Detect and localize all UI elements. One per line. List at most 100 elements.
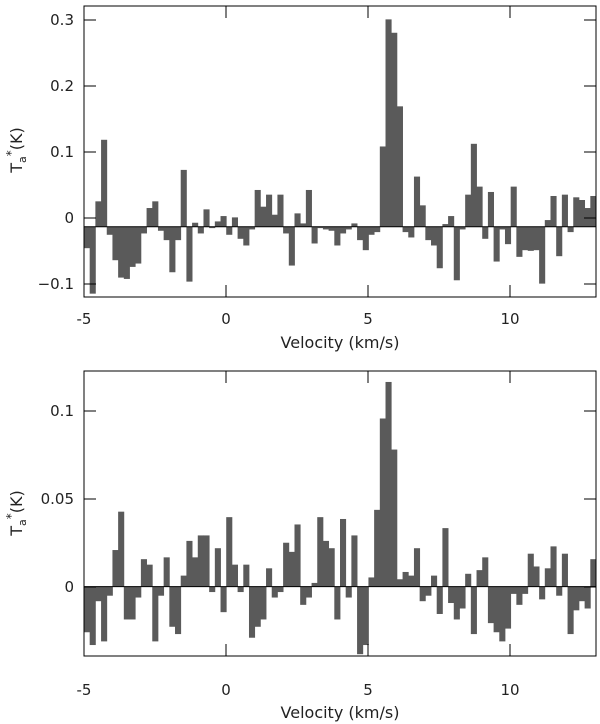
chart-bottom-bar: [345, 586, 352, 598]
chart-top-bar: [163, 226, 170, 241]
chart-top-y-ticks: [84, 19, 596, 285]
chart-top-bar: [226, 226, 233, 235]
chart-bottom-bar: [544, 568, 551, 587]
chart-bottom-bar: [459, 586, 466, 609]
chart-top-bar: [550, 195, 557, 227]
chart-top-x-axis-label: Velocity (km/s): [281, 333, 400, 352]
chart-bottom-bar: [146, 564, 153, 587]
chart-bottom-frame: [83, 370, 597, 657]
chart-top-bar: [391, 32, 398, 227]
chart-bottom-bar: [351, 535, 358, 587]
chart-bottom-bar: [516, 586, 523, 605]
chart-bottom-bar: [106, 586, 113, 596]
chart-bottom-bar: [590, 559, 597, 587]
chart-top-bar: [106, 226, 113, 235]
chart-top-bar: [527, 226, 534, 251]
chart-top-bar: [112, 226, 119, 261]
chart-top-bar: [431, 226, 438, 246]
y-tick-label: 0.3: [50, 11, 74, 29]
chart-top: -5 0 5 10 −0.1 0 0.1 0.2 0.3 Velocity (k…: [4, 5, 597, 352]
chart-bottom-bar: [453, 586, 460, 620]
chart-bottom-bar: [362, 586, 369, 646]
chart-bottom-bar: [379, 418, 386, 587]
chart-bottom: -5 0 5 10 0 0.05 0.1 Velocity (km/s) Ta*…: [4, 370, 597, 722]
chart-top-bar: [260, 206, 267, 227]
chart-bottom-bar: [163, 557, 170, 587]
chart-top-bar: [220, 216, 227, 227]
chart-top-bars: [84, 19, 597, 294]
x-tick-label: 10: [500, 310, 519, 328]
chart-top-bar: [328, 226, 335, 231]
y-tick-label: 0.1: [50, 143, 74, 161]
chart-bottom-bar: [152, 586, 159, 642]
chart-top-bar: [152, 201, 159, 227]
chart-bottom-bar: [431, 575, 438, 587]
chart-bottom-bar: [334, 586, 341, 620]
chart-bottom-bar: [482, 557, 489, 587]
chart-bottom-bar: [578, 586, 586, 602]
y-tick-label: 0.05: [41, 490, 74, 508]
chart-bottom-bar: [522, 586, 529, 594]
chart-bottom-bar: [556, 586, 563, 596]
chart-top-bar: [504, 226, 512, 245]
chart-bottom-bar: [413, 548, 421, 587]
chart-bottom-bar: [533, 566, 540, 587]
chart-top-bar: [294, 213, 301, 227]
chart-top-bar: [567, 226, 574, 233]
chart-bottom-bar: [123, 586, 130, 620]
chart-bottom-bar: [493, 586, 500, 633]
chart-bottom-bar: [197, 535, 204, 587]
chart-bottom-bar: [419, 586, 426, 602]
chart-top-bar: [368, 226, 375, 235]
chart-top-bar: [186, 226, 193, 282]
chart-bottom-bar: [561, 553, 568, 587]
chart-bottom-bar: [402, 571, 409, 587]
chart-bottom-bar: [214, 548, 221, 587]
chart-bottom-bar: [425, 586, 432, 596]
chart-top-bar: [362, 226, 369, 251]
chart-top-bar: [448, 216, 455, 227]
chart-top-bar: [84, 226, 91, 249]
chart-top-bar: [197, 226, 204, 234]
chart-top-bar: [510, 186, 517, 227]
chart-top-bar: [408, 226, 415, 238]
x-tick-label: -5: [77, 681, 92, 699]
chart-bottom-bar: [487, 586, 494, 624]
chart-top-bar: [101, 139, 108, 227]
chart-bottom-bar: [510, 586, 517, 594]
chart-bottom-bar: [169, 586, 176, 627]
chart-bottom-bar: [243, 564, 250, 587]
chart-bottom-bar: [192, 557, 199, 587]
chart-top-bar: [180, 169, 187, 227]
chart-bottom-bar: [95, 586, 102, 602]
chart-bottom-x-tick-labels: -5 0 5 10: [77, 681, 520, 699]
x-tick-label: 5: [363, 310, 373, 328]
chart-top-bar: [123, 226, 130, 279]
chart-top-bar: [203, 209, 210, 227]
chart-top-bar: [482, 226, 489, 239]
chart-bottom-bar: [186, 540, 193, 587]
chart-bottom-bar: [396, 579, 403, 587]
chart-bottom-bar: [84, 586, 91, 633]
chart-top-bar: [465, 194, 472, 227]
chart-top-bar: [334, 226, 341, 246]
chart-top-bar: [118, 226, 125, 278]
chart-bottom-bar: [175, 586, 182, 635]
chart-top-bar: [374, 226, 381, 233]
chart-top-bar: [533, 226, 540, 251]
chart-top-bar: [487, 191, 494, 227]
y-tick-label: 0: [64, 578, 74, 596]
chart-top-bar: [283, 226, 290, 234]
x-tick-label: 10: [500, 681, 519, 699]
chart-bottom-bar: [220, 586, 227, 613]
chart-top-y-tick-labels: −0.1 0 0.1 0.2 0.3: [38, 11, 74, 293]
chart-top-bar: [556, 226, 563, 257]
chart-top-bar: [584, 208, 591, 227]
chart-top-bar: [357, 226, 364, 241]
chart-bottom-y-ticks: [84, 410, 596, 588]
chart-top-bar: [288, 226, 295, 266]
chart-bottom-bar: [584, 586, 591, 609]
chart-bottom-bar: [436, 586, 443, 614]
chart-top-bar: [231, 217, 238, 227]
